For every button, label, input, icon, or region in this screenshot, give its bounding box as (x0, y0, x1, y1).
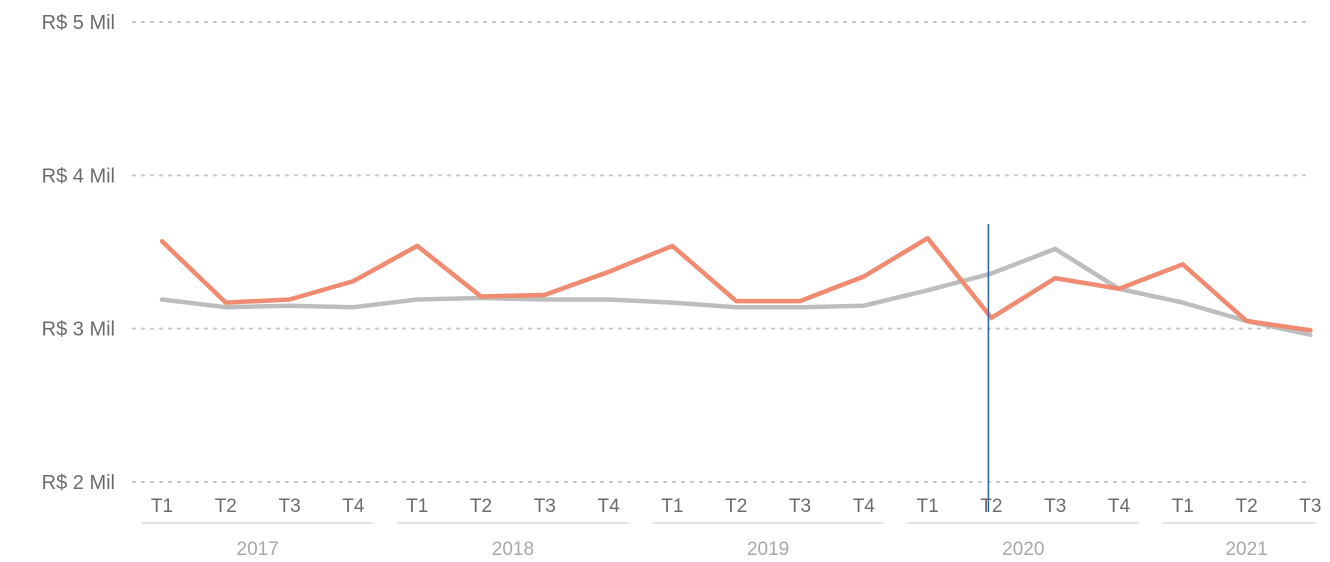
series-lines (159, 235, 1313, 338)
year-label: 2019 (747, 539, 789, 560)
y-axis-ticks: R$ 5 Mil R$ 4 Mil R$ 3 Mil R$ 2 Mil (42, 12, 115, 494)
x-tick-label: T4 (853, 496, 876, 517)
year-label: 2017 (237, 539, 279, 560)
y-tick-label: R$ 2 Mil (42, 472, 115, 494)
gridlines (132, 21, 1311, 483)
x-tick-label: T1 (1172, 496, 1194, 517)
x-tick-label: T3 (789, 496, 811, 517)
x-tick-label: T2 (725, 496, 747, 517)
x-tick-label: T3 (279, 496, 301, 517)
year-label: 2021 (1225, 539, 1267, 560)
x-tick-label: T1 (917, 496, 939, 517)
year-label: 2018 (492, 539, 534, 560)
series-line (159, 235, 1313, 333)
series-line (159, 246, 1313, 338)
x-tick-label: T1 (661, 496, 683, 517)
x-tick-label: T3 (534, 496, 556, 517)
y-tick-label: R$ 5 Mil (42, 12, 115, 34)
x-tick-label: T1 (151, 496, 173, 517)
x-tick-label: T4 (342, 496, 365, 517)
x-tick-label: T2 (470, 496, 492, 517)
y-tick-label: R$ 3 Mil (42, 319, 115, 341)
x-axis-quarter-ticks: T1 T2 T3 T4 T1 T2 T3 T4 T1 T2 T3 T4 T1 T2 T3 T4 T1 T2 T3 (151, 496, 1322, 517)
x-tick-label: T2 (215, 496, 237, 517)
x-tick-label: T2 (1236, 496, 1258, 517)
x-axis-year-groups: 2017 2018 2019 2020 2021 (142, 522, 1316, 560)
x-tick-label: T4 (1108, 496, 1131, 517)
y-tick-label: R$ 4 Mil (42, 165, 115, 187)
year-label: 2020 (1002, 539, 1044, 560)
x-tick-label: T3 (1044, 496, 1066, 517)
x-tick-label: T3 (1299, 496, 1321, 517)
x-tick-label: T4 (598, 496, 621, 517)
x-tick-label: T1 (406, 496, 428, 517)
x-tick-label: T2 (980, 496, 1002, 517)
